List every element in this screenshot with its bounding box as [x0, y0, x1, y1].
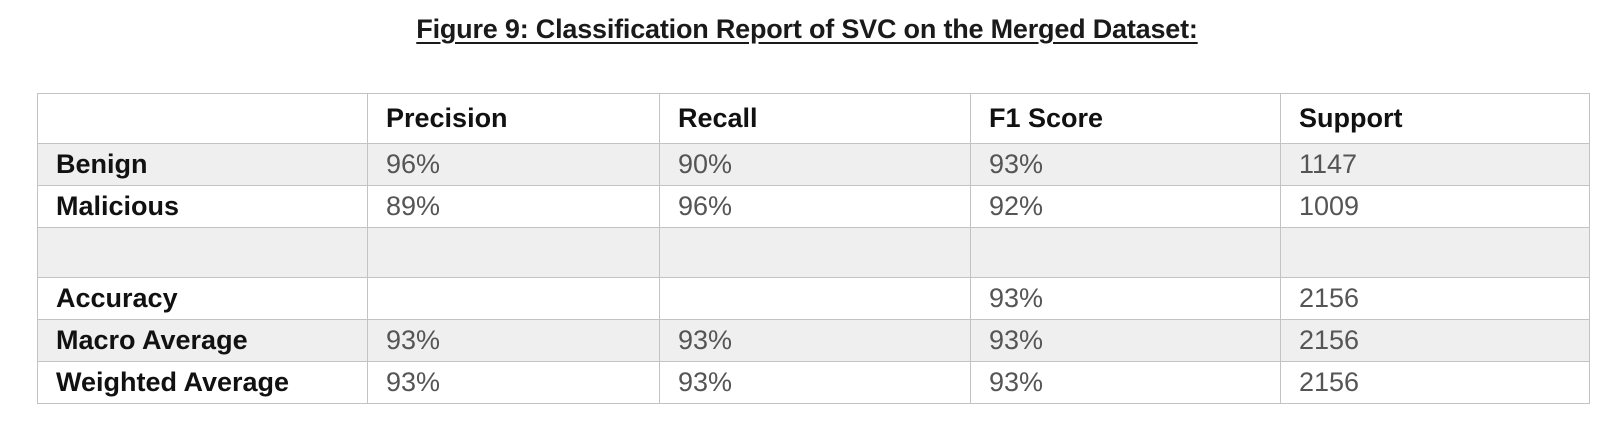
header-cell-support: Support [1280, 93, 1590, 144]
row-label: Macro Average [37, 319, 368, 362]
support-cell: 2156 [1280, 319, 1590, 362]
support-cell: 2156 [1280, 361, 1590, 404]
header-cell-corner [37, 93, 368, 144]
table-row-malicious: Malicious 89% 96% 92% 1009 [37, 185, 1590, 228]
support-cell: 1009 [1280, 185, 1590, 228]
row-label: Weighted Average [37, 361, 368, 404]
table-row-weighted-average: Weighted Average 93% 93% 93% 2156 [37, 361, 1590, 404]
header-cell-recall: Recall [659, 93, 971, 144]
recall-cell: 93% [659, 319, 971, 362]
row-label: Malicious [37, 185, 368, 228]
table-row-macro-average: Macro Average 93% 93% 93% 2156 [37, 319, 1590, 362]
row-label [37, 227, 368, 278]
recall-cell [659, 277, 971, 320]
table-row-empty [37, 227, 1590, 278]
classification-report-table: Precision Recall F1 Score Support Benign… [37, 93, 1590, 404]
table-row-accuracy: Accuracy 93% 2156 [37, 277, 1590, 320]
row-label: Benign [37, 143, 368, 186]
recall-cell: 90% [659, 143, 971, 186]
f1-score-cell [970, 227, 1281, 278]
support-cell: 2156 [1280, 277, 1590, 320]
f1-score-cell: 92% [970, 185, 1281, 228]
header-row: Precision Recall F1 Score Support [37, 93, 1590, 144]
f1-score-cell: 93% [970, 143, 1281, 186]
precision-cell: 89% [367, 185, 660, 228]
f1-score-cell: 93% [970, 361, 1281, 404]
header-cell-f1-score: F1 Score [970, 93, 1281, 144]
support-cell [1280, 227, 1590, 278]
table-row-benign: Benign 96% 90% 93% 1147 [37, 143, 1590, 186]
f1-score-cell: 93% [970, 277, 1281, 320]
recall-cell: 96% [659, 185, 971, 228]
precision-cell: 96% [367, 143, 660, 186]
header-cell-precision: Precision [367, 93, 660, 144]
figure-caption: Figure 9: Classification Report of SVC o… [416, 14, 1198, 44]
recall-cell: 93% [659, 361, 971, 404]
precision-cell: 93% [367, 319, 660, 362]
precision-cell [367, 277, 660, 320]
recall-cell [659, 227, 971, 278]
row-label: Accuracy [37, 277, 368, 320]
precision-cell: 93% [367, 361, 660, 404]
f1-score-cell: 93% [970, 319, 1281, 362]
precision-cell [367, 227, 660, 278]
support-cell: 1147 [1280, 143, 1590, 186]
